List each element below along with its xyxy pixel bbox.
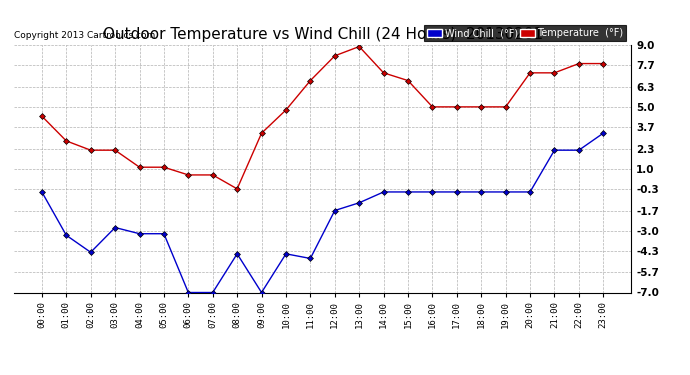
Text: Copyright 2013 Cartronics.com: Copyright 2013 Cartronics.com — [14, 31, 155, 40]
Title: Outdoor Temperature vs Wind Chill (24 Hours)  20130201: Outdoor Temperature vs Wind Chill (24 Ho… — [103, 27, 542, 42]
Legend: Wind Chill  (°F), Temperature  (°F): Wind Chill (°F), Temperature (°F) — [424, 25, 627, 41]
